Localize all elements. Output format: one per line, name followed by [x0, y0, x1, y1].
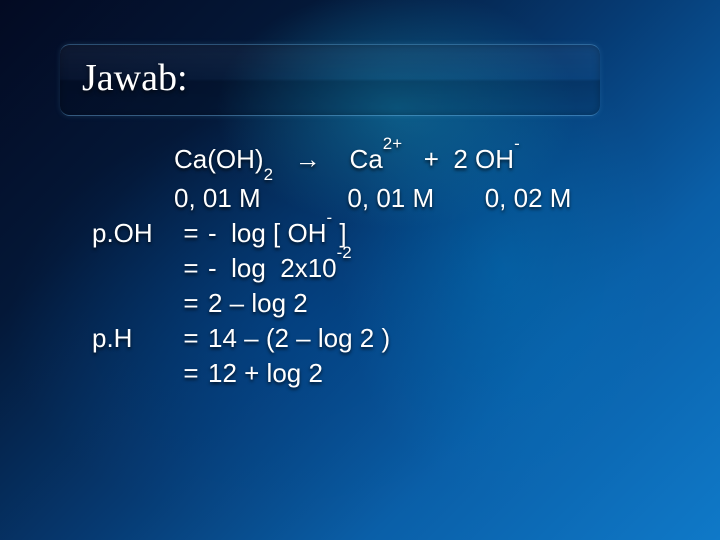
- product-1: Ca2+: [350, 142, 403, 181]
- label-poh: p.OH: [92, 216, 174, 251]
- calc-line-5: = 12 + log 2: [92, 356, 652, 391]
- equation-line: Ca(OH)2 → Ca2+ + 2 OH-: [92, 142, 652, 181]
- calc-line-4: p.H = 14 – (2 – log 2 ): [92, 321, 652, 356]
- conc-reactant: 0, 01 M: [174, 181, 261, 216]
- arrow-icon: →: [295, 142, 321, 181]
- calc-line-2: = - log 2x10-2: [92, 251, 652, 286]
- calc-line-3: = 2 – log 2: [92, 286, 652, 321]
- conc-product-1: 0, 01 M: [347, 181, 434, 216]
- label-ph: p.H: [92, 321, 174, 356]
- concentration-line: 0, 01 M 0, 01 M 0, 02 M: [92, 181, 652, 216]
- calc-line-1: p.OH = - log [ OH- ]: [92, 216, 652, 251]
- plus-sign: +: [424, 142, 439, 181]
- slide-title: Jawab:: [82, 56, 188, 100]
- slide-body: Ca(OH)2 → Ca2+ + 2 OH- 0, 01 M 0, 01 M 0…: [92, 142, 652, 392]
- product-2: 2 OH-: [453, 142, 519, 181]
- conc-product-2: 0, 02 M: [485, 181, 572, 216]
- reactant: Ca(OH)2: [174, 142, 273, 181]
